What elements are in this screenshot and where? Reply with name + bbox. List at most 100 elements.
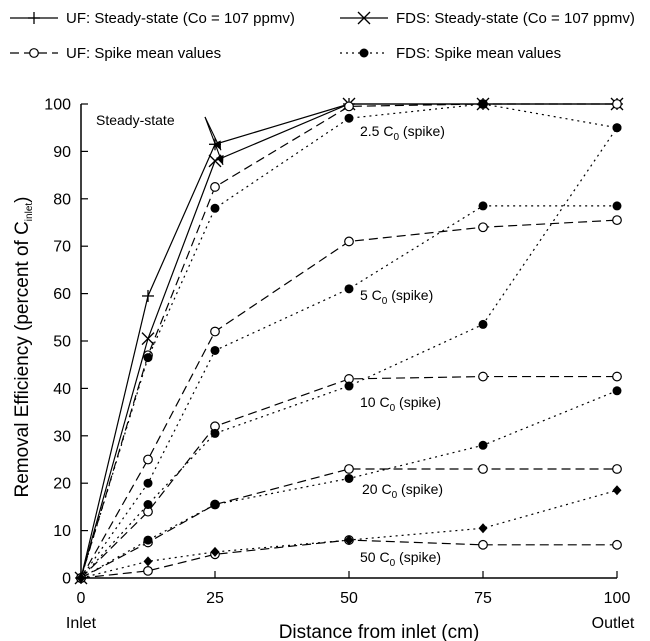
data-point [478, 440, 488, 450]
series-line-8 [80, 468, 617, 579]
legend-item: FDS: Steady-state (Co = 107 ppmv) [340, 10, 635, 27]
data-point [210, 546, 220, 557]
data-point [143, 454, 153, 465]
data-point [344, 473, 354, 483]
data-point [210, 326, 220, 337]
legend: UF: Steady-state (Co = 107 ppmv) FDS: Ste… [10, 10, 635, 62]
data-point [612, 215, 622, 226]
data-point [612, 99, 622, 109]
annotation-arrowhead [216, 155, 224, 165]
legend-marker [359, 48, 369, 58]
data-point [210, 203, 220, 213]
data-point [478, 201, 488, 211]
data-point [210, 345, 220, 355]
series-line-9 [80, 390, 618, 579]
series-line-2 [80, 103, 617, 579]
annotations: Steady-state 2.5 C0 (spike) 5 C0 (spike) 10… [96, 112, 445, 569]
y-tick-label: 20 [53, 476, 71, 493]
annotation-spike-label: 5 C0 (spike) [360, 287, 433, 307]
data-point [612, 539, 622, 550]
legend-label: UF: Spike mean values [66, 45, 221, 62]
series-line-5 [80, 205, 617, 579]
annotation-steady-state: Steady-state [96, 112, 175, 128]
y-tick-label: 40 [53, 381, 71, 398]
x-tick-label: 0 [77, 590, 86, 607]
x-extra-label-outlet: Outlet [592, 615, 635, 632]
series-line-0 [80, 103, 617, 579]
y-tick-label: 10 [53, 523, 71, 540]
data-point [478, 371, 488, 382]
data-point [143, 500, 153, 510]
annotation-spike-label: 50 C0 (spike) [360, 549, 441, 569]
x-tick-label: 25 [206, 590, 224, 607]
data-point [142, 289, 154, 302]
y-tick-label: 30 [53, 428, 71, 445]
data-point [210, 182, 220, 192]
series-line-1 [80, 103, 617, 579]
data-point [210, 428, 220, 438]
data-point [612, 371, 622, 382]
series-line-3 [80, 103, 618, 579]
data-point [210, 500, 220, 510]
data-point [478, 222, 488, 233]
data-point [478, 99, 488, 109]
data-point [143, 565, 153, 576]
y-tick-label: 50 [53, 334, 71, 351]
data-point [143, 478, 153, 488]
series-layer [74, 97, 624, 585]
data-point [612, 464, 622, 474]
data-point [76, 573, 86, 583]
y-tick-label: 60 [53, 286, 71, 303]
annotation-spike-label: 10 C0 (spike) [360, 394, 441, 414]
legend-item: UF: Steady-state (Co = 107 ppmv) [10, 10, 295, 27]
data-point [344, 464, 354, 474]
data-point [478, 539, 488, 550]
data-point [143, 353, 153, 363]
series-line-10 [80, 539, 617, 579]
x-tick-label: 100 [604, 590, 631, 607]
data-point [612, 123, 622, 133]
series-line-7 [80, 127, 618, 579]
series-line-11 [80, 489, 618, 579]
legend-marker [357, 11, 371, 25]
legend-marker [28, 12, 40, 24]
data-point [478, 319, 488, 329]
data-point [612, 485, 622, 496]
legend-label: UF: Steady-state (Co = 107 ppmv) [66, 10, 295, 27]
data-point [344, 236, 354, 247]
data-point [344, 113, 354, 123]
data-point [344, 284, 354, 294]
data-point [143, 556, 153, 567]
y-tick-label: 0 [62, 571, 71, 588]
x-tick-label: 50 [340, 590, 358, 607]
y-tick-label: 100 [44, 97, 71, 114]
data-point [143, 535, 153, 545]
series-line-6 [80, 375, 617, 579]
x-extra-label-inlet: Inlet [66, 615, 97, 632]
y-tick-label: 70 [53, 239, 71, 256]
y-tick-label: 80 [53, 191, 71, 208]
legend-item: FDS: Spike mean values [340, 45, 561, 62]
annotation-spike-label: 20 C0 (spike) [362, 481, 443, 501]
annotation-spike-label: 2.5 C0 (spike) [360, 123, 445, 143]
legend-label: FDS: Spike mean values [396, 45, 561, 62]
data-point [612, 386, 622, 396]
data-point [344, 101, 354, 112]
x-axis-title: Distance from inlet (cm) [279, 622, 480, 641]
y-tick-label: 90 [53, 144, 71, 161]
data-point [478, 464, 488, 474]
legend-marker [29, 48, 39, 58]
data-point [141, 332, 155, 346]
data-point [344, 381, 354, 391]
series-line-4 [80, 219, 618, 579]
axes: 0 10 20 30 40 50 60 70 80 90 100 0 25 50 75 100 Inlet Out… [44, 97, 635, 633]
x-tick-label: 75 [474, 590, 492, 607]
y-axis-title: Removal Efficiency (percent of Cinlet) [12, 196, 35, 497]
legend-item: UF: Spike mean values [10, 45, 221, 62]
data-point [344, 535, 354, 546]
legend-label: FDS: Steady-state (Co = 107 ppmv) [396, 10, 635, 27]
data-point [478, 523, 488, 534]
annotation-arrowhead [213, 140, 221, 151]
data-point [612, 201, 622, 211]
